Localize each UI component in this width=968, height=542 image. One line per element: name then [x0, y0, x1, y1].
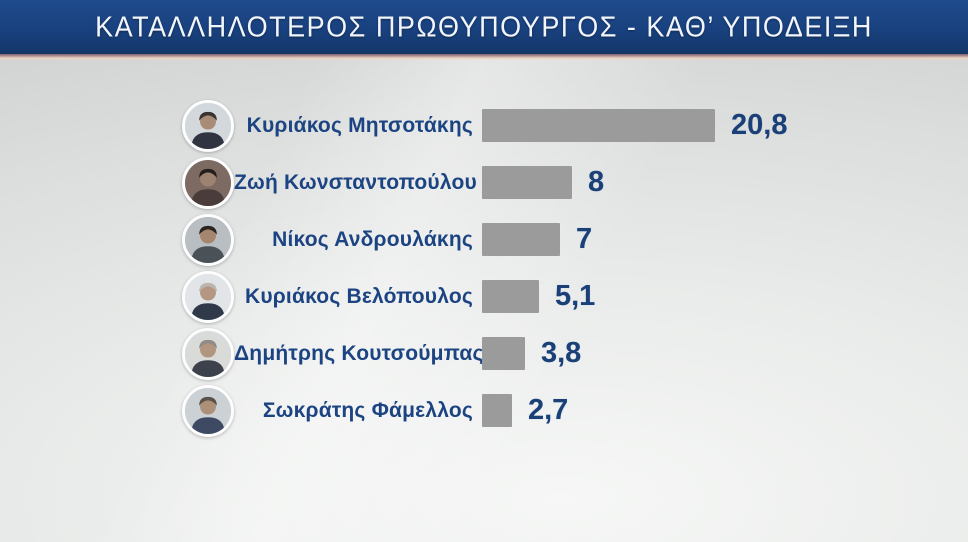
candidate-name: Δημήτρης Κουτσούμπας — [234, 341, 484, 365]
poll-value: 7 — [576, 223, 593, 255]
candidate-name: Νίκος Ανδρουλάκης — [272, 227, 473, 251]
poll-row: Δημήτρης Κουτσούμπας 3,8 — [0, 325, 968, 382]
candidate-photo — [182, 156, 234, 209]
person-silhouette-icon — [185, 159, 231, 206]
poll-row: Νίκος Ανδρουλάκης 7 — [0, 211, 968, 268]
candidate-name: Ζωή Κωνσταντοπούλου — [234, 170, 477, 194]
candidate-photo — [182, 327, 234, 380]
candidate-photo — [182, 213, 234, 266]
poll-bar — [482, 223, 560, 256]
candidate-photo — [182, 99, 234, 152]
person-silhouette-icon — [185, 102, 231, 149]
poll-bar — [482, 337, 525, 370]
person-silhouette-icon — [185, 216, 231, 263]
page-title: ΚΑΤΑΛΛΗΛΟΤΕΡΟΣ ΠΡΩΘΥΠΟΥΡΓΟΣ - ΚΑΘ’ ΥΠΟΔΕ… — [95, 10, 873, 43]
poll-value: 20,8 — [731, 109, 788, 141]
poll-row: Κυριάκος Μητσοτάκης 20,8 — [0, 97, 968, 154]
poll-row: Κυριάκος Βελόπουλος 5,1 — [0, 268, 968, 325]
poll-value: 3,8 — [541, 337, 582, 369]
poll-bar — [482, 166, 572, 199]
candidate-name: Κυριάκος Μητσοτάκης — [246, 113, 473, 137]
person-silhouette-icon — [185, 387, 231, 434]
poll-value: 8 — [588, 166, 605, 198]
bar-chart: Κυριάκος Μητσοτάκης 20,8 Ζωή Κωνσταντοπο… — [0, 59, 968, 439]
title-banner: ΚΑΤΑΛΛΗΛΟΤΕΡΟΣ ΠΡΩΘΥΠΟΥΡΓΟΣ - ΚΑΘ’ ΥΠΟΔΕ… — [0, 0, 968, 54]
candidate-name: Σωκράτης Φάμελλος — [262, 398, 473, 422]
person-silhouette-icon — [185, 330, 231, 377]
poll-bar — [482, 394, 512, 427]
poll-row: Ζωή Κωνσταντοπούλου 8 — [0, 154, 968, 211]
poll-bar — [482, 280, 539, 313]
person-silhouette-icon — [185, 273, 231, 320]
header-accent-strip — [0, 54, 968, 60]
candidate-name: Κυριάκος Βελόπουλος — [244, 284, 473, 308]
candidate-photo — [182, 270, 234, 323]
candidate-photo — [182, 384, 234, 437]
poll-value: 5,1 — [555, 280, 596, 312]
poll-value: 2,7 — [528, 394, 569, 426]
poll-bar — [482, 109, 715, 142]
poll-row: Σωκράτης Φάμελλος 2,7 — [0, 382, 968, 439]
